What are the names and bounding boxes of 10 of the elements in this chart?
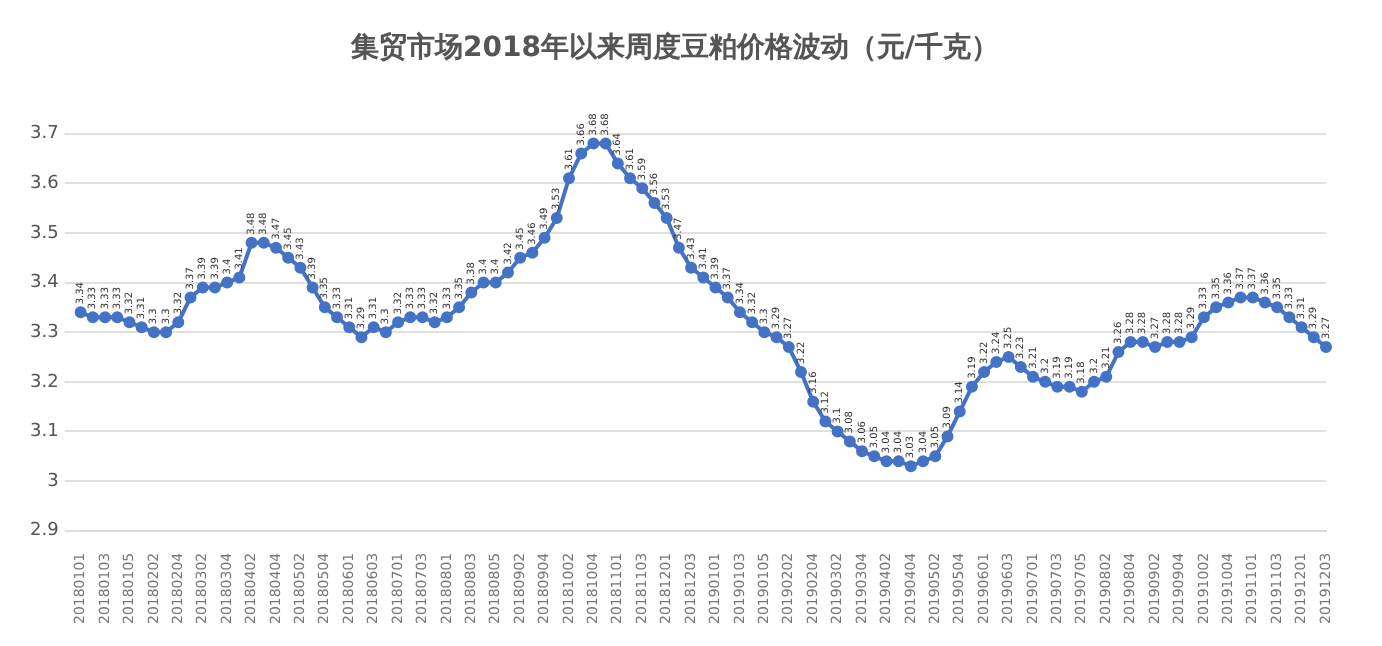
chart-title: 集贸市场2018年以来周度豆粕价格波动（元/千克） — [348, 30, 1000, 65]
y-tick-label: 3.6 — [29, 173, 60, 194]
y-tick-label: 3.2 — [29, 372, 59, 393]
y-tick-label: 3 — [47, 471, 59, 492]
y-tick-label: 3.1 — [29, 422, 59, 443]
y-tick-label: 3.3 — [29, 322, 59, 343]
y-tick-label: 3.5 — [29, 223, 59, 244]
y-tick-label: 2.9 — [29, 521, 60, 542]
y-tick-label: 3.7 — [29, 124, 59, 145]
y-tick-label: 3.4 — [29, 273, 60, 294]
